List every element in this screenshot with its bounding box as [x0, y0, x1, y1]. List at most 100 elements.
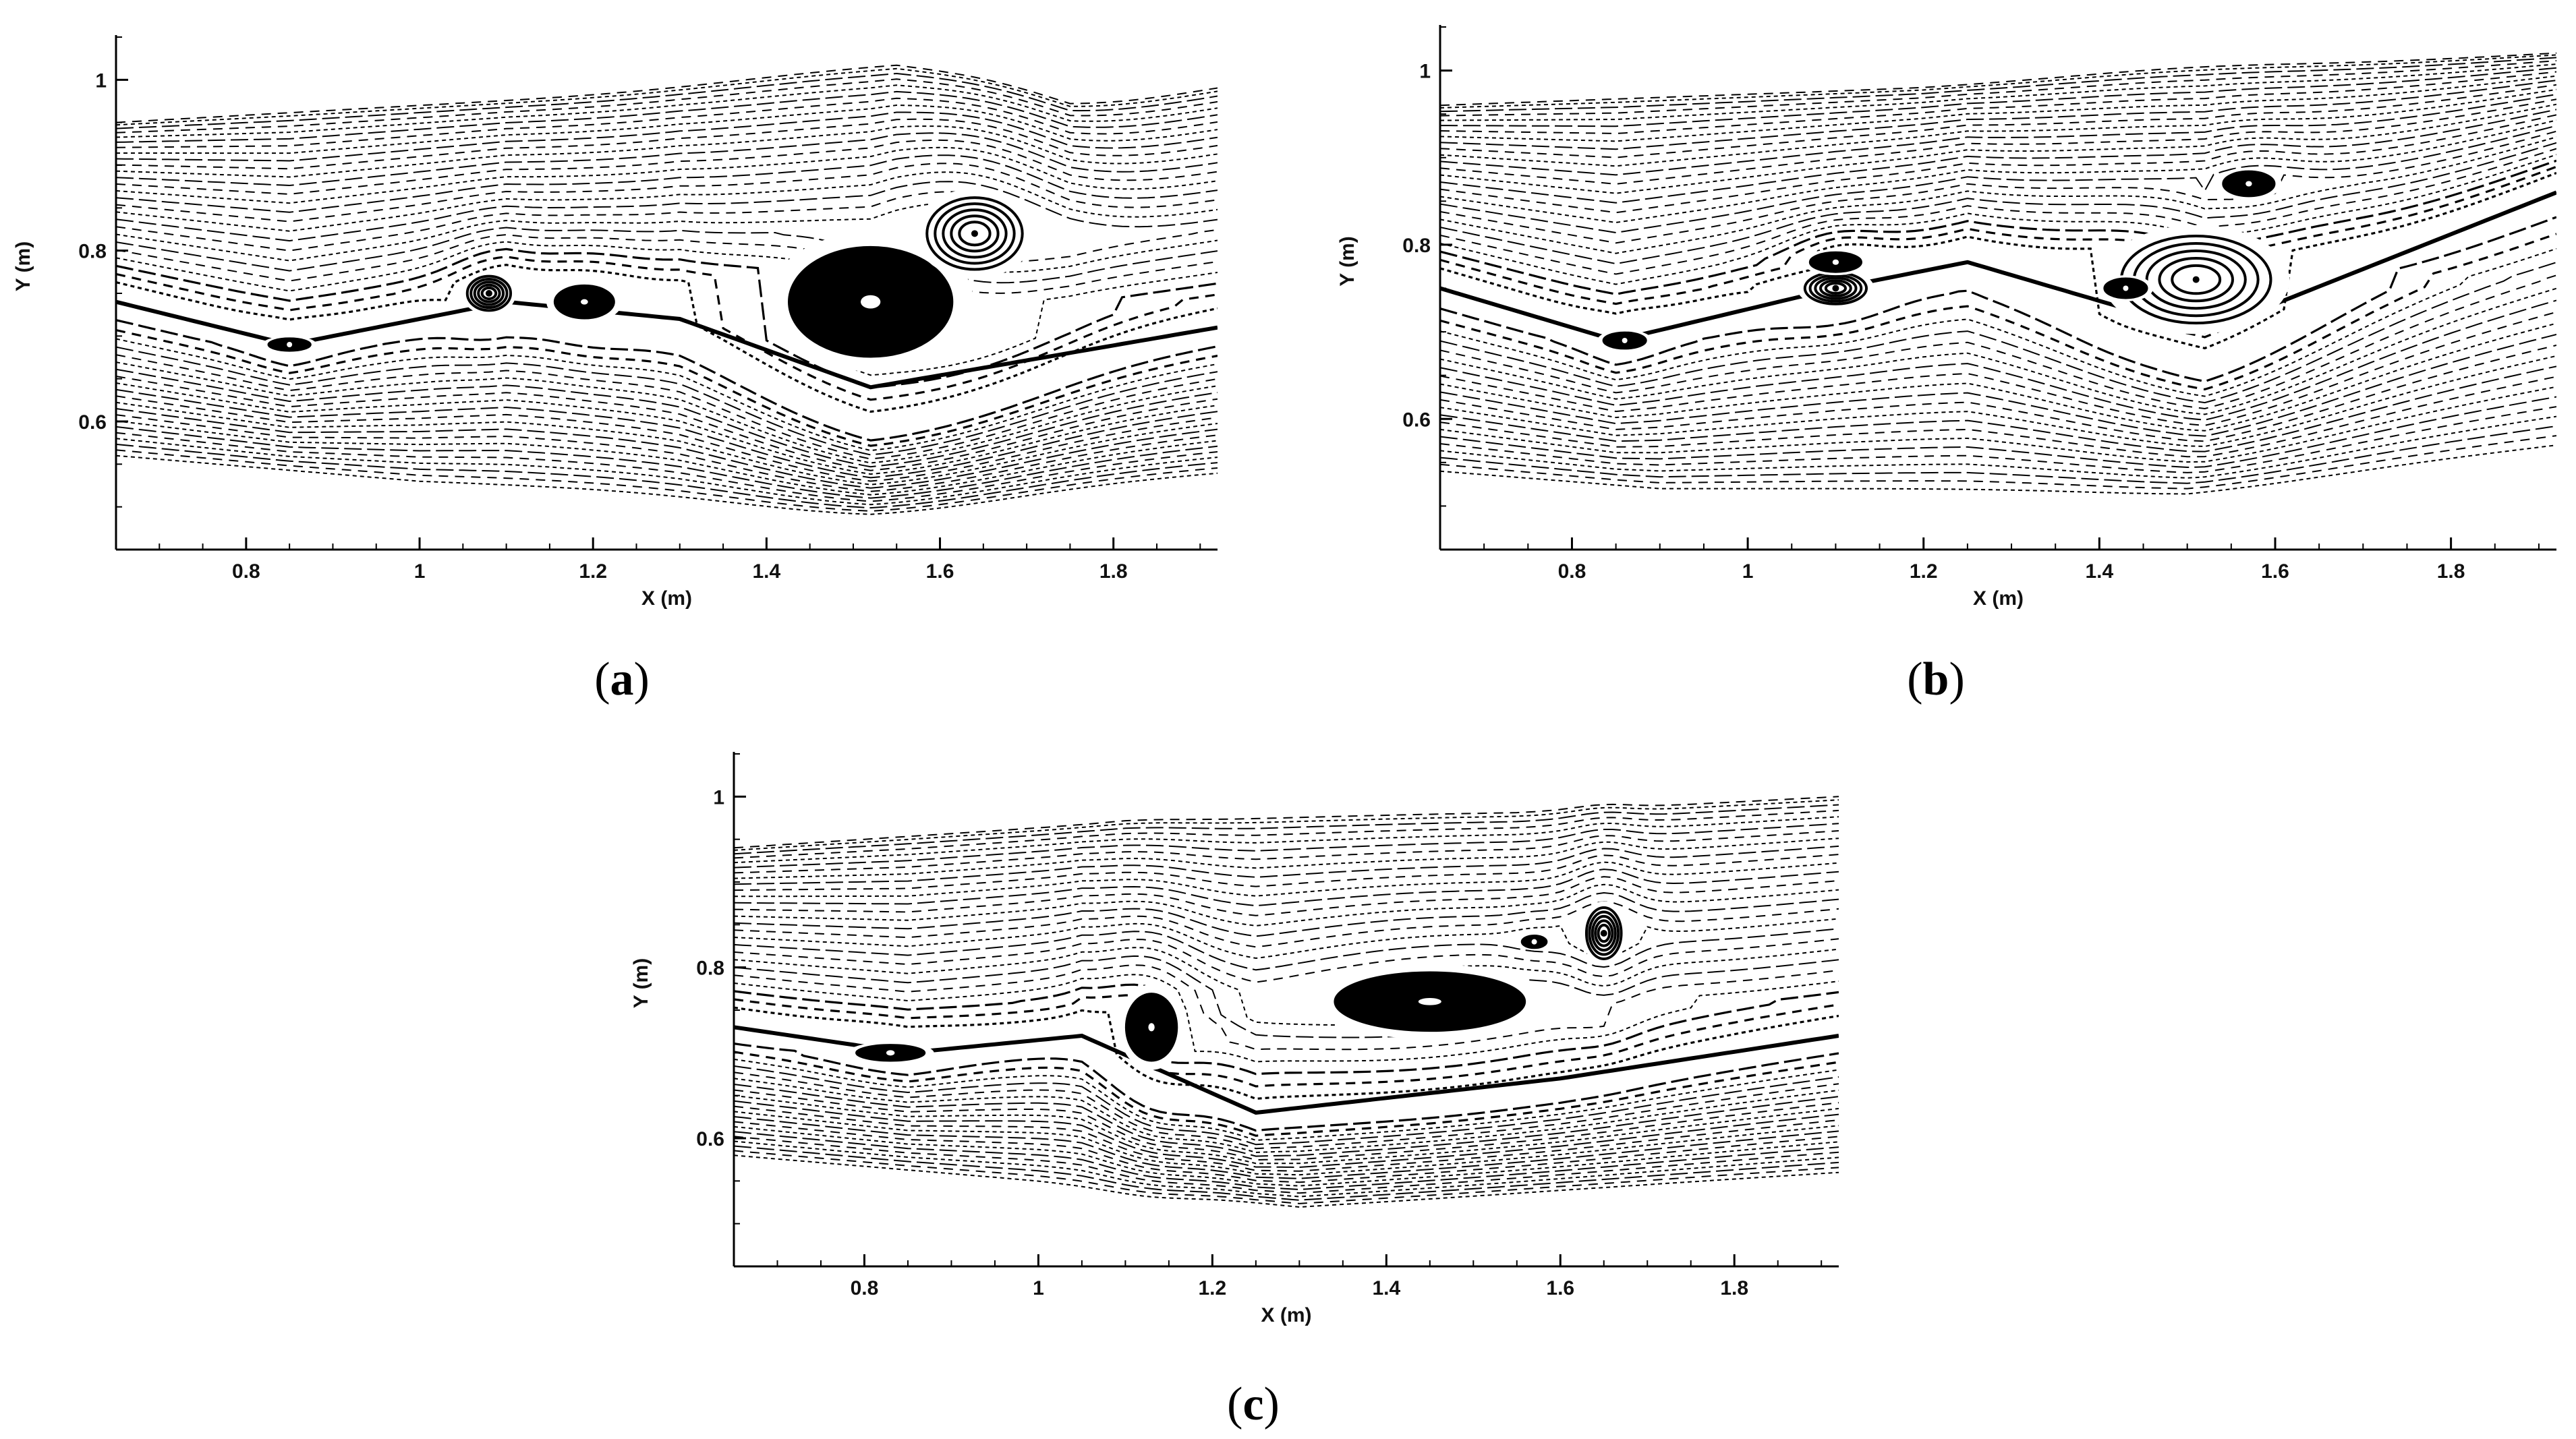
y-tick-label: 0.8 — [696, 958, 724, 980]
streamline — [734, 816, 1839, 864]
streamline — [116, 425, 1218, 499]
vortex — [2216, 167, 2282, 200]
axes: 0.8 1 1.2 1.4 1.6 1.8 0.6 0.8 1 — [1402, 25, 2556, 583]
streamline — [1440, 148, 2556, 275]
vortex — [262, 336, 317, 353]
streamline — [734, 1071, 1839, 1150]
streamline — [116, 97, 1218, 148]
x-tick-label: 1.4 — [1372, 1277, 1400, 1299]
vortex — [1802, 249, 1869, 276]
streamline — [734, 1006, 1839, 1100]
streamline — [116, 90, 1218, 143]
streamline — [734, 1131, 1839, 1191]
streamline — [1440, 247, 2556, 397]
x-tick-label: 1 — [1033, 1277, 1044, 1299]
streamline — [734, 830, 1839, 874]
streamline — [1440, 415, 2556, 479]
streamline — [734, 1089, 1839, 1161]
streamline — [116, 104, 1218, 154]
streamline — [1440, 322, 2556, 432]
streamlines-0 — [116, 64, 1218, 515]
streamline — [1440, 52, 2556, 107]
vortex — [461, 272, 517, 315]
streamline — [734, 876, 1839, 916]
streamline — [116, 408, 1218, 489]
wake-band-line — [734, 1025, 1839, 1115]
streamline — [734, 1051, 1839, 1137]
streamline — [1440, 67, 2556, 127]
plot-area-a: 0.8 1 1.2 1.4 1.6 1.8 0.6 0.8 1 — [78, 35, 1218, 583]
streamline — [116, 191, 1218, 262]
streamlines-2 — [734, 796, 1839, 1208]
streamline — [116, 247, 1218, 389]
vortex — [1797, 268, 1874, 308]
panel-label-a: (a) — [594, 653, 650, 705]
streamline — [1440, 103, 2556, 194]
streamline — [734, 796, 1839, 849]
streamline — [734, 1116, 1839, 1179]
streamline — [1440, 287, 2556, 415]
streamline — [1440, 63, 2556, 121]
x-tick-label: 1 — [1742, 560, 1754, 583]
streamline — [1440, 109, 2556, 204]
streamline — [116, 414, 1218, 492]
x-axis-title-b: X (m) — [1973, 587, 2024, 610]
streamline — [1440, 262, 2556, 404]
streamline — [734, 1136, 1839, 1194]
streamline — [1440, 88, 2556, 167]
streamline — [1440, 233, 2556, 391]
streamline — [1440, 80, 2556, 150]
streamline — [116, 361, 1218, 464]
streamline — [116, 241, 1218, 376]
streamline — [116, 139, 1218, 196]
x-tick-label: 1.6 — [2261, 560, 2289, 583]
streamline — [1440, 345, 2556, 442]
vortex — [1518, 933, 1551, 951]
streamline — [116, 163, 1218, 223]
streamline — [1440, 136, 2556, 254]
streamline — [1440, 71, 2556, 135]
streamline — [116, 181, 1218, 242]
streamline — [116, 256, 1218, 401]
streamline — [116, 395, 1218, 482]
y-tick-label: 1 — [1419, 61, 1431, 83]
streamline — [116, 125, 1218, 178]
streamline — [734, 1111, 1839, 1176]
streamline — [116, 67, 1218, 126]
streamline — [1440, 98, 2556, 185]
streamline — [1440, 60, 2556, 117]
streamline — [1440, 54, 2556, 109]
streamline — [1440, 299, 2556, 421]
streamline — [1440, 355, 2556, 448]
streamline — [734, 955, 1839, 1038]
streamline — [116, 146, 1218, 204]
vortex — [2098, 275, 2154, 301]
streamline — [734, 1042, 1839, 1132]
streamline — [116, 118, 1218, 170]
streamline — [116, 111, 1218, 162]
streamline — [116, 449, 1218, 512]
streamline — [1440, 154, 2556, 285]
panel-a: 0.8 1 1.2 1.4 1.6 1.8 0.6 0.8 1 X (m) Y (m) (a) — [12, 35, 1218, 705]
plot-area-c: 0.8 1 1.2 1.4 1.6 1.8 0.6 0.8 1 — [696, 752, 1839, 1299]
x-axis-title-a: X (m) — [641, 587, 692, 610]
vortex — [915, 188, 1035, 278]
vortex — [1310, 964, 1550, 1039]
streamline — [116, 202, 1218, 273]
streamline — [734, 964, 1839, 1051]
streamline — [1440, 57, 2556, 113]
streamline — [1440, 119, 2556, 224]
streamline — [734, 804, 1839, 855]
y-axis-title-b: Y (m) — [1336, 236, 1358, 286]
streamline — [734, 1121, 1839, 1183]
vortex — [1118, 985, 1184, 1070]
streamline — [1440, 84, 2556, 158]
y-tick-label: 1 — [713, 786, 724, 809]
streamline — [116, 354, 1218, 460]
panel-c: 0.8 1 1.2 1.4 1.6 1.8 0.6 0.8 1 X (m) Y (m) (c) — [630, 752, 1839, 1430]
streamline — [734, 994, 1839, 1088]
streamline — [1440, 93, 2556, 176]
streamline — [734, 1084, 1839, 1157]
streamline — [734, 1105, 1839, 1172]
streamline — [1440, 334, 2556, 437]
